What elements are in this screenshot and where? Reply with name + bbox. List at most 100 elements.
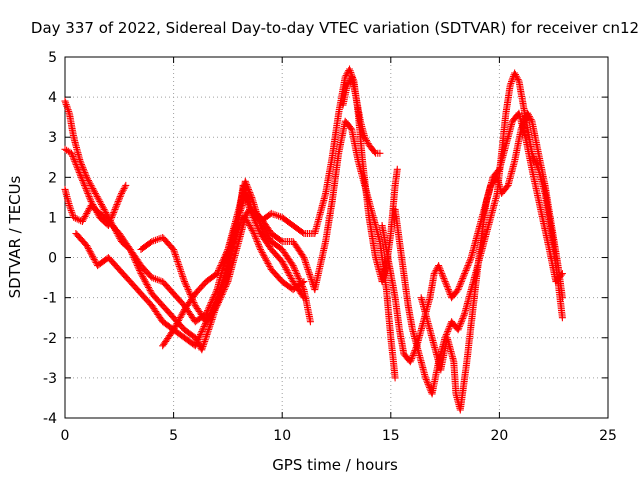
data-point [251,231,259,239]
data-point [459,313,467,321]
data-point [444,284,452,292]
data-point [80,165,87,173]
data-point [282,264,289,272]
data-point [512,71,519,79]
data-point [132,258,140,266]
data-point [194,335,202,343]
data-point [293,271,301,279]
data-point [440,276,448,284]
data-point [114,199,122,207]
data-point [217,260,225,268]
data-point [255,242,263,250]
data-point [212,297,220,305]
data-point [175,261,183,269]
data-point [303,264,311,272]
data-point [456,321,464,329]
data-point [63,102,71,110]
data-point [70,213,78,221]
data-point [176,313,184,321]
data-point [218,279,226,286]
data-point [78,161,85,168]
data-point [178,310,186,318]
data-point [146,287,154,295]
data-point [249,228,257,236]
data-point [178,269,186,277]
data-point [209,302,217,310]
data-point [84,208,92,216]
data-point [506,81,514,89]
data-point [133,260,141,268]
data-point [306,270,314,278]
data-point [220,273,228,281]
data-point [219,275,227,283]
data-point [232,222,240,230]
data-point [126,246,134,253]
data-point [408,353,416,361]
data-point [457,319,465,327]
data-point [111,205,119,213]
data-point [300,254,308,262]
data-point [228,234,236,242]
data-point [172,252,180,260]
data-point [196,332,204,340]
data-point [222,268,230,276]
data-point [69,153,77,160]
data-point [231,224,239,232]
data-point [264,259,272,267]
data-point [201,337,209,345]
data-point [443,282,451,290]
data-point [206,310,214,318]
data-point [174,257,182,265]
data-point [141,277,149,285]
data-point [527,116,535,124]
data-point [304,265,312,273]
data-point [220,254,228,262]
data-point [142,279,150,287]
data-point [286,272,294,279]
data-point [253,222,261,229]
data-point [128,249,136,257]
data-point [86,248,94,256]
series-sat-e [137,65,401,326]
data-point [513,74,521,82]
data-point [138,271,146,279]
data-point [224,246,232,253]
data-point [221,270,229,278]
data-point [341,73,349,81]
data-point [234,217,242,225]
data-point [140,274,147,282]
data-point [214,292,222,300]
data-point [558,270,566,278]
data-point [96,197,104,205]
data-point [83,188,91,196]
data-point [78,162,86,170]
data-point [253,236,261,244]
data-point [204,313,212,321]
data-point [216,285,224,293]
data-point [558,314,566,322]
data-point [393,165,401,173]
data-point [299,229,307,236]
data-point [230,227,238,235]
data-point [207,307,215,314]
data-point [202,332,210,340]
data-point [435,263,443,271]
data-point [245,199,253,207]
data-point [436,265,444,273]
data-point [258,249,266,257]
data-point [67,205,75,213]
data-point [251,233,259,241]
data-point [209,303,217,311]
data-point [127,247,135,255]
data-point [203,316,211,324]
data-point [282,265,290,273]
data-point [177,268,185,275]
data-point [95,196,103,204]
y-tick-label: 5 [48,50,57,66]
data-point [409,351,417,359]
data-point [455,324,463,332]
y-tick-label: 2 [48,170,57,186]
data-point [438,270,446,278]
data-point [65,201,73,209]
data-point [525,112,533,120]
